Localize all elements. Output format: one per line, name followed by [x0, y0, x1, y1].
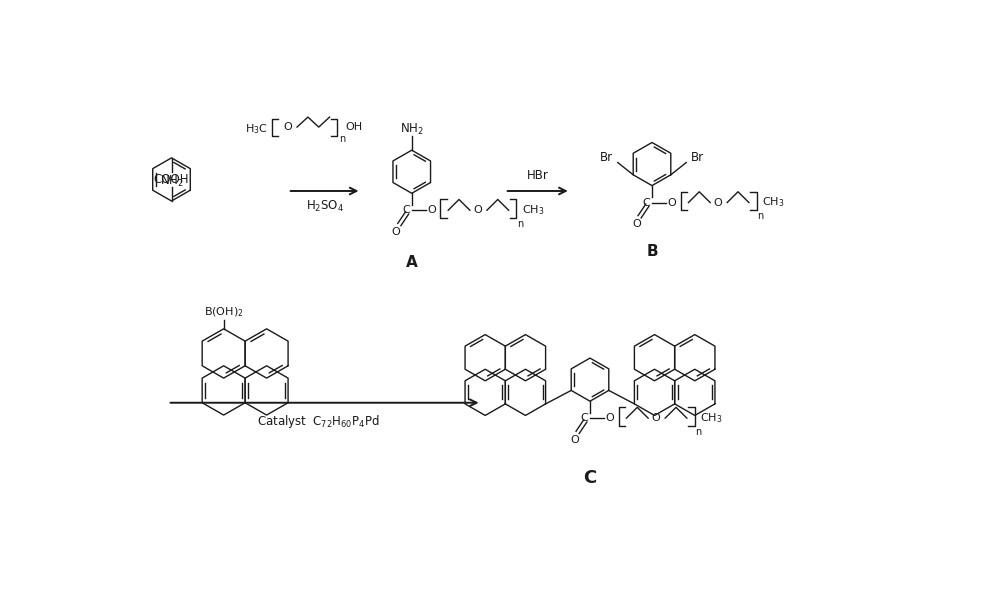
Text: C: C	[583, 469, 597, 487]
Text: Br: Br	[600, 152, 613, 164]
Text: n: n	[757, 211, 764, 221]
Text: C: C	[643, 198, 650, 208]
Text: H$_2$SO$_4$: H$_2$SO$_4$	[306, 199, 344, 214]
Text: n: n	[517, 219, 523, 229]
Text: O: O	[652, 413, 660, 423]
Text: COOH: COOH	[154, 173, 189, 186]
Text: CH$_3$: CH$_3$	[522, 204, 545, 217]
Text: B: B	[646, 244, 658, 259]
Text: O: O	[283, 122, 292, 132]
Text: CH$_3$: CH$_3$	[700, 411, 723, 425]
Text: n: n	[339, 134, 345, 144]
Text: O: O	[473, 205, 482, 216]
Text: n: n	[695, 427, 702, 437]
Text: O: O	[606, 413, 615, 423]
Text: HBr: HBr	[527, 169, 549, 182]
Text: C: C	[402, 205, 410, 216]
Text: NH$_2$: NH$_2$	[160, 174, 183, 189]
Text: H$_3$C: H$_3$C	[245, 122, 268, 136]
Text: NH$_2$: NH$_2$	[400, 122, 424, 137]
Text: O: O	[428, 205, 436, 216]
Text: O: O	[570, 435, 579, 445]
Text: O: O	[668, 198, 677, 208]
Text: A: A	[406, 255, 418, 270]
Text: O: O	[392, 227, 401, 237]
Text: Catalyst  C$_{72}$H$_{60}$P$_4$Pd: Catalyst C$_{72}$H$_{60}$P$_4$Pd	[257, 414, 380, 430]
Text: Br: Br	[691, 152, 704, 164]
Text: OH: OH	[346, 122, 363, 132]
Text: CH$_3$: CH$_3$	[762, 196, 785, 210]
Text: B(OH)$_2$: B(OH)$_2$	[204, 305, 243, 319]
Text: O: O	[714, 198, 722, 208]
Text: C: C	[581, 413, 588, 423]
Text: O: O	[632, 219, 641, 229]
